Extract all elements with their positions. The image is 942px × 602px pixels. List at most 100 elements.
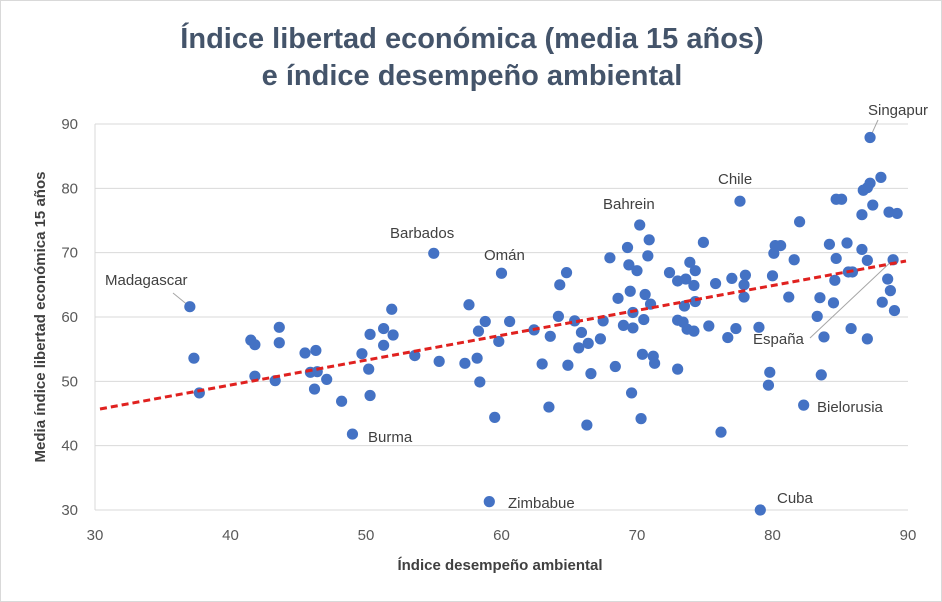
chart-title-line-2: e índice desempeño ambiental bbox=[261, 60, 683, 92]
data-point bbox=[649, 357, 661, 369]
data-point bbox=[364, 389, 376, 402]
data-point bbox=[612, 292, 624, 304]
data-point bbox=[479, 315, 491, 328]
data-point bbox=[621, 241, 634, 254]
data-point bbox=[471, 352, 483, 364]
data-point bbox=[536, 358, 548, 370]
y-tick-label: 40 bbox=[61, 438, 78, 455]
data-point bbox=[688, 325, 700, 337]
point-annotation: Madagascar bbox=[105, 272, 188, 289]
x-axis-label: Índice desempeño ambiental bbox=[397, 557, 602, 574]
data-point bbox=[624, 285, 636, 297]
x-tick-label: 70 bbox=[629, 527, 646, 544]
data-point bbox=[864, 177, 876, 189]
data-point bbox=[573, 342, 585, 354]
data-point bbox=[594, 333, 607, 345]
data-point bbox=[560, 267, 573, 279]
data-point bbox=[722, 331, 734, 344]
data-point bbox=[273, 337, 285, 349]
annotations: Singapur Chile Bahrein Barbados Omán Madagasc… bbox=[105, 102, 928, 512]
data-point bbox=[585, 368, 597, 380]
point-annotation: Singapur bbox=[868, 102, 928, 119]
data-point bbox=[459, 357, 471, 369]
data-point bbox=[788, 254, 800, 266]
x-tick-label: 90 bbox=[900, 527, 917, 544]
data-point bbox=[544, 330, 556, 342]
point-annotation: Cuba bbox=[777, 490, 814, 507]
point-annotation: Bahrein bbox=[603, 196, 655, 213]
data-point bbox=[636, 348, 649, 360]
y-tick-label: 60 bbox=[61, 309, 78, 326]
point-annotation: España bbox=[753, 331, 805, 348]
data-point bbox=[884, 285, 896, 297]
data-point bbox=[310, 344, 322, 357]
gridlines bbox=[94, 123, 908, 511]
data-point bbox=[726, 272, 738, 284]
data-point bbox=[627, 322, 639, 334]
data-point bbox=[876, 296, 888, 308]
data-point bbox=[378, 322, 390, 335]
data-point bbox=[356, 348, 368, 360]
y-tick-label: 90 bbox=[61, 116, 78, 133]
data-point bbox=[861, 254, 873, 266]
data-point bbox=[552, 310, 565, 322]
data-point bbox=[321, 373, 333, 386]
trendline bbox=[99, 259, 907, 411]
chart-title-line-1: Índice libertad económica (media 15 años… bbox=[180, 23, 764, 55]
point-annotation: Chile bbox=[718, 171, 752, 188]
data-point bbox=[617, 319, 630, 331]
data-point bbox=[184, 301, 196, 313]
data-point bbox=[888, 304, 901, 317]
data-point bbox=[753, 321, 765, 333]
data-point bbox=[766, 270, 779, 282]
data-point bbox=[638, 313, 650, 326]
data-point bbox=[827, 297, 840, 309]
data-point bbox=[875, 171, 887, 183]
data-point bbox=[582, 337, 594, 349]
data-point bbox=[387, 329, 399, 341]
data-point bbox=[489, 411, 501, 423]
point-annotation: Barbados bbox=[390, 225, 454, 242]
data-point bbox=[428, 247, 440, 259]
data-point bbox=[697, 236, 709, 248]
data-point bbox=[639, 288, 651, 301]
data-point bbox=[623, 259, 635, 271]
data-point bbox=[581, 419, 593, 431]
trendline-group bbox=[99, 259, 907, 411]
data-point bbox=[738, 279, 750, 291]
data-point bbox=[299, 347, 311, 359]
data-point bbox=[864, 131, 876, 144]
data-point bbox=[830, 252, 842, 265]
point-annotation: Bielorusia bbox=[817, 399, 884, 416]
data-point bbox=[409, 350, 421, 362]
data-point bbox=[249, 339, 261, 351]
data-point bbox=[689, 265, 701, 277]
data-point bbox=[688, 279, 700, 292]
data-point bbox=[543, 401, 555, 413]
data-point bbox=[495, 267, 508, 279]
leader-line bbox=[809, 259, 894, 339]
data-point bbox=[575, 326, 588, 339]
data-point bbox=[463, 299, 475, 311]
data-points bbox=[184, 131, 903, 516]
y-axis-label: Media índice libertad económica 15 años bbox=[32, 172, 49, 463]
data-point bbox=[882, 273, 894, 285]
data-point bbox=[378, 339, 390, 351]
data-point bbox=[386, 303, 398, 315]
data-point bbox=[762, 379, 775, 391]
x-tick-label: 30 bbox=[87, 527, 104, 544]
data-point bbox=[493, 335, 505, 348]
data-point bbox=[738, 291, 750, 303]
data-point bbox=[269, 375, 281, 387]
data-point bbox=[734, 195, 746, 207]
data-point bbox=[764, 366, 776, 378]
data-point bbox=[604, 252, 616, 264]
point-annotation: Omán bbox=[484, 247, 525, 264]
data-point bbox=[856, 243, 868, 256]
point-annotation: Zimbabue bbox=[508, 495, 575, 512]
data-point bbox=[680, 273, 692, 285]
data-point bbox=[643, 234, 655, 246]
data-point bbox=[867, 199, 879, 211]
annotation-leaders bbox=[172, 119, 894, 339]
data-point bbox=[709, 277, 722, 290]
